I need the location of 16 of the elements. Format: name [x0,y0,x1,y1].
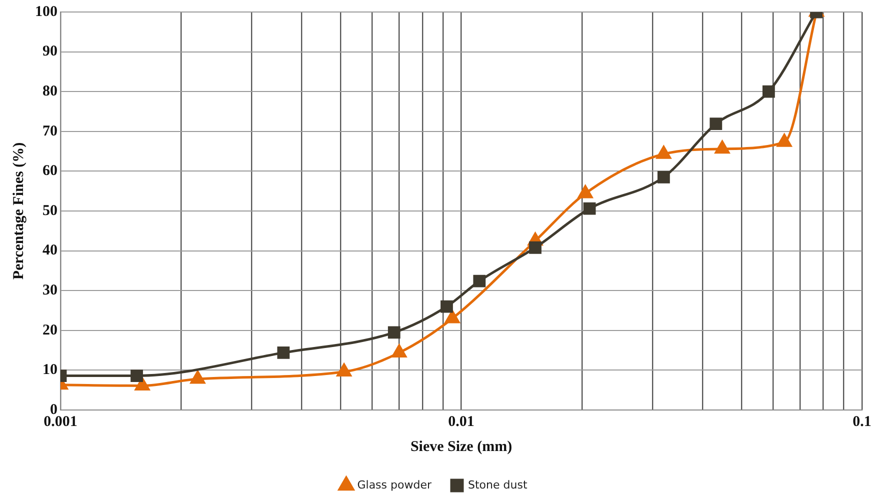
y-tick-label: 90 [42,44,58,60]
legend-label: Glass powder [357,478,432,492]
y-tick-label: 70 [42,123,58,140]
legend-label: Stone dust [468,478,528,492]
y-tick-label: 60 [42,163,58,180]
x-axis-title: Sieve Size (mm) [410,438,512,455]
y-tick-label: 100 [35,4,58,20]
y-tick-label: 10 [42,362,58,378]
y-tick-label: 50 [42,202,58,219]
y-tick-label: 30 [42,282,58,298]
x-tick-label: 0.01 [448,414,474,430]
y-tick-label: 20 [42,322,58,338]
y-tick-label: 40 [42,242,58,259]
x-tick-label: 0.1 [852,414,872,430]
y-axis-title: Percentage Fines (%) [10,142,27,280]
y-tick-label: 80 [42,83,58,100]
